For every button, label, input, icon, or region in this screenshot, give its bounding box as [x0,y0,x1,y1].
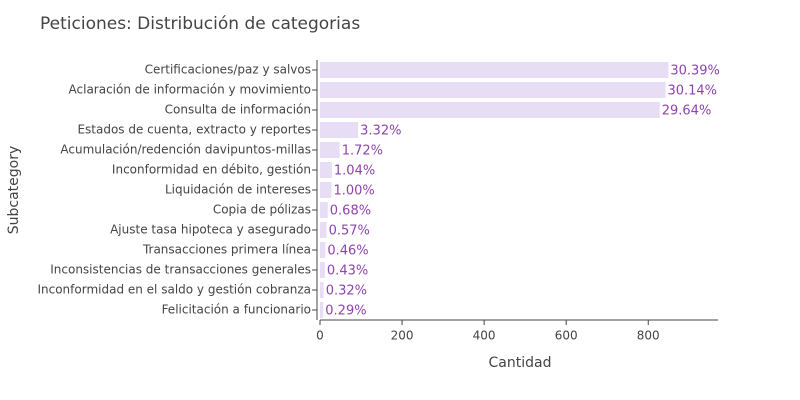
bar [320,82,666,98]
bar [320,282,324,298]
x-axis-title: Cantidad [489,355,552,371]
bar [320,162,332,178]
y-tick-label: Transacciones primera línea [142,243,311,257]
bar-label: 0.46% [327,244,368,259]
bar [320,262,325,278]
y-tick-label: Inconformidad en el saldo y gestión cobr… [37,283,311,297]
y-tick-label: Aclaración de información y movimiento [69,83,311,97]
x-tick-label: 800 [637,329,660,343]
y-tick-label: Estados de cuenta, extracto y reportes [77,123,311,137]
y-tick-label: Acumulación/redención davipuntos-millas [60,143,311,157]
bar [320,182,332,198]
chart-title: Peticiones: Distribución de categorias [40,14,360,34]
bar [320,222,327,238]
bar-label: 30.39% [670,64,720,79]
y-axis-title: Subcategory [6,146,22,235]
y-tick-label: Liquidación de intereses [165,183,311,197]
bar [320,62,669,78]
bar [320,202,328,218]
y-tick-label: Consulta de información [165,103,311,117]
bar [320,102,660,118]
y-tick-label: Certificaciones/paz y salvos [145,63,311,77]
y-tick-label: Ajuste tasa hipoteca y asegurado [110,223,311,237]
bar-label: 0.57% [329,224,370,239]
bar-label: 0.32% [326,284,367,299]
bar-label: 0.68% [330,204,371,219]
y-tick-label: Felicitación a funcionario [162,303,311,317]
bar-label: 1.00% [333,184,374,199]
x-tick-label: 200 [391,329,414,343]
y-tick-label: Inconsistencias de transacciones general… [50,263,311,277]
y-tick-label: Copia de pólizas [213,203,311,217]
x-tick-label: 600 [555,329,578,343]
bar [320,242,326,258]
bar-label: 1.04% [334,164,375,179]
bar-label: 1.72% [342,144,383,159]
bar [320,122,359,138]
bar [320,302,324,318]
bar-label: 29.64% [662,104,712,119]
bar-label: 3.32% [360,124,401,139]
y-tick-label: Inconformidad en débito, gestión [112,163,311,177]
bar-label: 0.29% [325,304,366,319]
x-tick-label: 400 [473,329,496,343]
bar [320,142,340,158]
bar-label: 30.14% [667,84,717,99]
x-tick-label: 0 [316,329,324,343]
bar-label: 0.43% [327,264,368,279]
